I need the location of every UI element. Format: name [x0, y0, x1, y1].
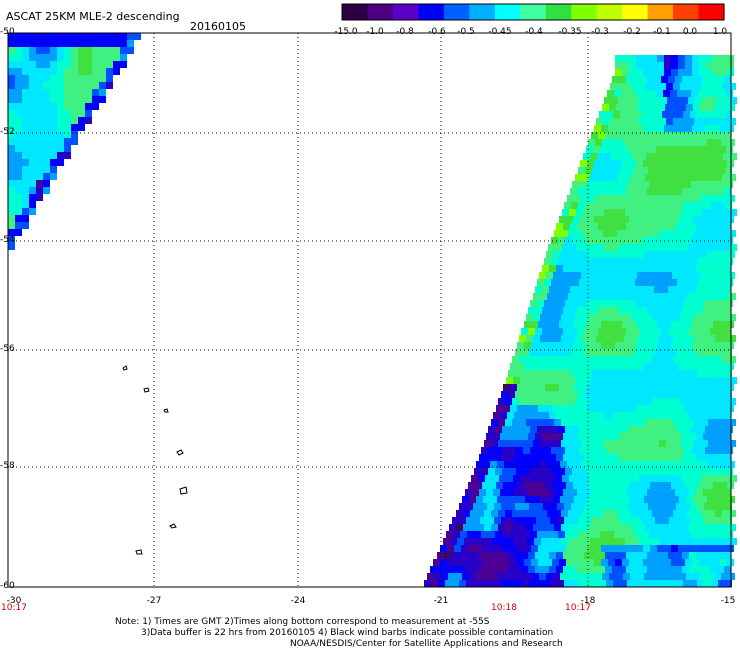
colorbar-swatch — [571, 4, 598, 20]
colorbar-swatch — [418, 4, 445, 20]
colorbar-label: -0.6 — [428, 27, 446, 37]
note-line-2: 3)Data buffer is 22 hrs from 20160105 4)… — [141, 628, 554, 638]
lat-label: -56 — [0, 344, 15, 354]
swath-left — [8, 33, 141, 250]
colorbar-label: -0.3 — [591, 27, 609, 37]
colorbar-label: -15.0 — [334, 27, 358, 37]
lon-label: -15 — [720, 596, 736, 606]
map-title: ASCAT 25KM MLE-2 descending — [6, 10, 180, 23]
colorbar — [341, 3, 725, 21]
lon-label: -24 — [290, 596, 306, 606]
lat-label: -52 — [0, 127, 15, 137]
colorbar-swatch — [596, 4, 623, 20]
island-outlines — [122, 365, 188, 555]
colorbar-swatch — [443, 4, 470, 20]
note-line-3: NOAA/NESDIS/Center for Satellite Applica… — [290, 639, 563, 649]
colorbar-swatch — [545, 4, 572, 20]
colorbar-label: -0.2 — [623, 27, 641, 37]
colorbar-swatch — [520, 4, 547, 20]
colorbar-label: -0.35 — [558, 27, 582, 37]
lat-label: -50 — [0, 27, 15, 37]
map-date: 20160105 — [190, 20, 246, 33]
time-label: 10:18 — [491, 603, 517, 613]
colorbar-swatch — [469, 4, 496, 20]
colorbar-label: -0.4 — [525, 27, 543, 37]
colorbar-swatch — [342, 4, 369, 20]
lat-label: -60 — [0, 581, 15, 591]
time-label: 10:17 — [1, 603, 27, 613]
grid-lines — [8, 33, 731, 587]
island-outline — [122, 365, 128, 371]
colorbar-label: -1.0 — [366, 27, 384, 37]
island-outline — [135, 549, 143, 555]
colorbar-swatch — [392, 4, 419, 20]
swath-right — [424, 55, 737, 587]
colorbar-swatch — [622, 4, 649, 20]
island-outline — [176, 449, 184, 456]
island-outline — [169, 523, 177, 529]
colorbar-label: 0.0 — [682, 27, 698, 37]
lon-label: -27 — [146, 596, 162, 606]
map-frame — [7, 32, 732, 588]
colorbar-swatch — [647, 4, 674, 20]
colorbar-label: -0.45 — [488, 27, 512, 37]
lon-label: -21 — [433, 596, 449, 606]
colorbar-swatch — [673, 4, 700, 20]
colorbar-label: 1.0 — [712, 27, 728, 37]
island-outline — [179, 486, 188, 495]
island-outline — [163, 408, 169, 413]
colorbar-label: -0.1 — [653, 27, 671, 37]
colorbar-swatch — [698, 4, 725, 20]
lat-label: -54 — [0, 235, 15, 245]
lat-label: -58 — [0, 461, 15, 471]
time-label: 10:17 — [565, 603, 591, 613]
note-line-1: Note: 1) Times are GMT 2)Times along bot… — [115, 617, 490, 627]
colorbar-swatch — [367, 4, 394, 20]
lon-label: -30 — [6, 596, 22, 606]
colorbar-label: -0.8 — [396, 27, 414, 37]
colorbar-swatch — [494, 4, 521, 20]
lon-label: -18 — [580, 596, 596, 606]
island-outline — [143, 387, 150, 393]
colorbar-label: -0.5 — [457, 27, 475, 37]
